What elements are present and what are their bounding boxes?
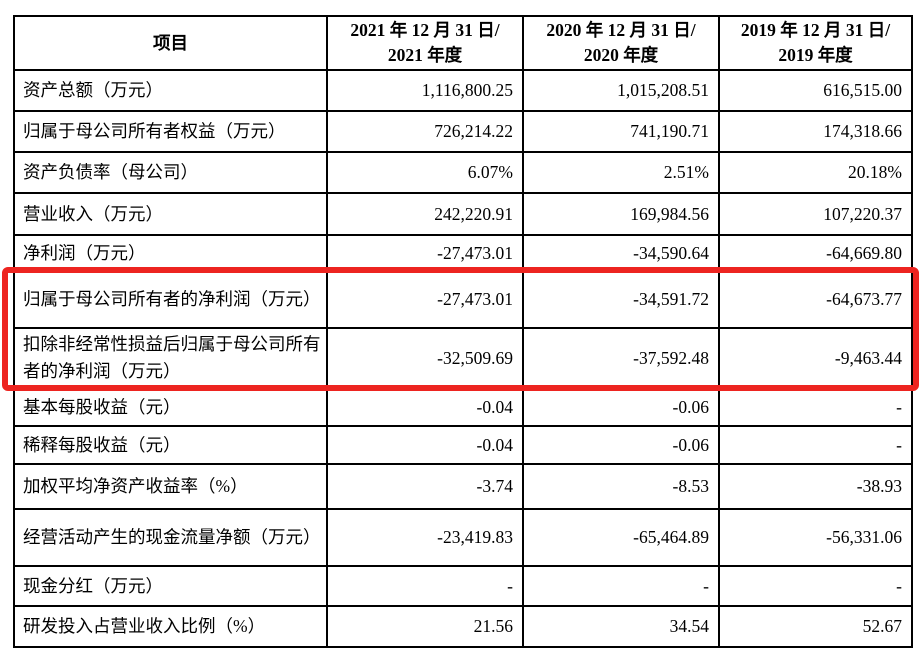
row-value: -0.06	[522, 425, 720, 465]
table-body: 资产总额（万元） 1,116,800.25 1,015,208.51 616,515.…	[13, 69, 913, 648]
row-value: -34,591.72	[522, 270, 720, 329]
table-row: 净利润（万元） -27,473.01 -34,590.64 -64,669.80	[13, 234, 913, 272]
table-row-highlighted: 扣除非经常性损益后归属于母公司所有者的净利润（万元） -32,509.69 -37,…	[13, 327, 913, 389]
row-value: -64,673.77	[718, 270, 913, 329]
table-row: 营业收入（万元） 242,220.91 169,984.56 107,220.37	[13, 192, 913, 236]
row-value: -65,464.89	[522, 508, 720, 567]
row-value: -	[718, 565, 913, 607]
header-period-2021-line1: 2021 年 12 月 31 日/	[350, 20, 500, 40]
row-label: 归属于母公司所有者的净利润（万元）	[13, 270, 328, 329]
table-row: 基本每股收益（元） -0.04 -0.06-	[13, 387, 913, 427]
row-label: 扣除非经常性损益后归属于母公司所有者的净利润（万元）	[13, 327, 328, 389]
row-value: -38.93	[718, 463, 913, 510]
header-item-label: 项目	[153, 32, 188, 53]
header-period-2019-line1: 2019 年 12 月 31 日/	[740, 20, 891, 40]
row-value: -0.04	[326, 425, 524, 465]
row-label: 稀释每股收益（元）	[13, 425, 328, 465]
row-value: 107,220.37	[718, 192, 913, 236]
row-value: -8.53	[522, 463, 720, 510]
row-value: -56,331.06	[718, 508, 913, 567]
row-value: -9,463.44	[718, 327, 913, 389]
header-period-2019: 2019 年 12 月 31 日/ 2019 年度	[718, 15, 913, 71]
header-period-2020-line1: 2020 年 12 月 31 日/	[546, 20, 696, 40]
row-value: 242,220.91	[326, 192, 524, 236]
row-label: 加权平均净资产收益率（%）	[13, 463, 328, 510]
table-row: 资产总额（万元） 1,116,800.25 1,015,208.51 616,515.…	[13, 69, 913, 112]
row-value: 20.18%	[718, 151, 913, 194]
row-value: 1,116,800.25	[326, 69, 524, 112]
table-row: 研发投入占营业收入比例（%） 21.56 34.54 52.67	[13, 605, 913, 648]
row-value: -27,473.01	[326, 270, 524, 329]
table-row: 稀释每股收益（元） -0.04 -0.06-	[13, 425, 913, 465]
row-label: 现金分红（万元）	[13, 565, 328, 607]
row-value: 6.07%	[326, 151, 524, 194]
header-period-2021-line2: 2021 年度	[387, 45, 463, 65]
row-value: -0.06	[522, 387, 720, 427]
row-value: 616,515.00	[718, 69, 913, 112]
row-label: 研发投入占营业收入比例（%）	[13, 605, 328, 648]
row-value: -23,419.83	[326, 508, 524, 567]
row-value: 741,190.71	[522, 110, 720, 153]
financial-summary-table: 项目 2021 年 12 月 31 日/ 2021 年度 2020 年 12 月…	[13, 15, 913, 648]
row-value: -37,592.48	[522, 327, 720, 389]
table-row: 资产负债率（母公司） 6.07% 2.51% 20.18%	[13, 151, 913, 194]
row-value: 52.67	[718, 605, 913, 648]
row-value: -3.74	[326, 463, 524, 510]
row-value: 169,984.56	[522, 192, 720, 236]
row-value: -	[522, 565, 720, 607]
table-header: 项目 2021 年 12 月 31 日/ 2021 年度 2020 年 12 月…	[13, 15, 913, 71]
row-label: 资产总额（万元）	[13, 69, 328, 112]
row-label: 基本每股收益（元）	[13, 387, 328, 427]
header-period-2021: 2021 年 12 月 31 日/ 2021 年度	[326, 15, 524, 71]
row-value: -	[718, 387, 913, 427]
row-value: -	[326, 565, 524, 607]
row-value: -32,509.69	[326, 327, 524, 389]
row-value: 2.51%	[522, 151, 720, 194]
row-value: -27,473.01	[326, 234, 524, 272]
row-label: 净利润（万元）	[13, 234, 328, 272]
header-period-2020: 2020 年 12 月 31 日/ 2020 年度	[522, 15, 720, 71]
row-value: -34,590.64	[522, 234, 720, 272]
row-value: -64,669.80	[718, 234, 913, 272]
header-row: 项目 2021 年 12 月 31 日/ 2021 年度 2020 年 12 月…	[13, 15, 913, 71]
header-period-2019-line2: 2019 年度	[778, 45, 853, 65]
row-value: 34.54	[522, 605, 720, 648]
row-value: -0.04	[326, 387, 524, 427]
row-label: 营业收入（万元）	[13, 192, 328, 236]
row-value: -	[718, 425, 913, 465]
row-value: 1,015,208.51	[522, 69, 720, 112]
row-value: 726,214.22	[326, 110, 524, 153]
table-row: 现金分红（万元） - - -	[13, 565, 913, 607]
header-period-2020-line2: 2020 年度	[583, 45, 659, 65]
row-label: 资产负债率（母公司）	[13, 151, 328, 194]
table-row: 归属于母公司所有者权益（万元） 726,214.22 741,190.71 174,3…	[13, 110, 913, 153]
table-row: 经营活动产生的现金流量净额（万元） -23,419.83 -65,464.89 -56…	[13, 508, 913, 567]
table-row-highlighted: 归属于母公司所有者的净利润（万元） -27,473.01 -34,591.72 -64…	[13, 270, 913, 329]
row-label: 归属于母公司所有者权益（万元）	[13, 110, 328, 153]
row-value: 21.56	[326, 605, 524, 648]
row-label: 经营活动产生的现金流量净额（万元）	[13, 508, 328, 567]
table-row: 加权平均净资产收益率（%） -3.74 -8.53 -38.93	[13, 463, 913, 510]
header-item: 项目	[13, 15, 328, 71]
row-value: 174,318.66	[718, 110, 913, 153]
